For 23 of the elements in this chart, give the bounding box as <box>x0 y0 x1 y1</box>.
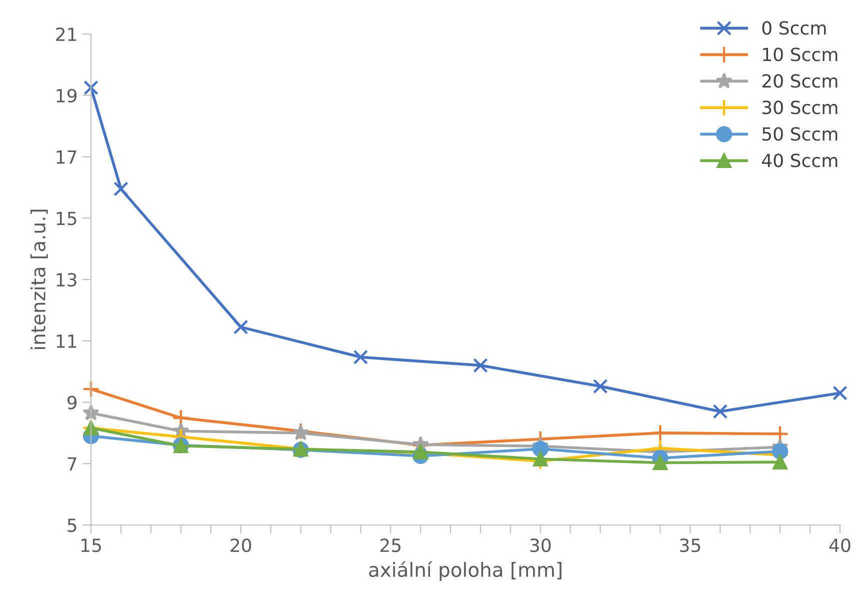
y-tick-label: 17 <box>56 150 76 164</box>
x-tick-label: 20 <box>230 538 252 552</box>
y-axis-title: intenzita [a.u.] <box>30 210 48 350</box>
legend-label: 20 Sccm <box>762 74 838 88</box>
legend-label: 40 Sccm <box>762 154 838 168</box>
y-tick-label: 15 <box>56 212 76 226</box>
y-tick-label: 19 <box>56 88 77 102</box>
y-tick-label: 13 <box>56 272 76 287</box>
y-tick-label: 11 <box>56 334 76 348</box>
legend-label: 10 Sccm <box>763 48 838 62</box>
y-tick-label: 21 <box>56 27 76 41</box>
y-tick-label: 7 <box>68 457 76 470</box>
x-axis-title: axiální poloha [mm] <box>369 561 562 581</box>
x-tick-label: 15 <box>81 538 101 552</box>
legend-label: 30 Sccm <box>762 100 838 114</box>
legend-label: 50 Sccm <box>762 127 838 141</box>
x-tick-label: 35 <box>680 538 700 552</box>
x-tick-label: 30 <box>530 538 551 552</box>
x-tick-label: 25 <box>380 538 401 552</box>
x-tick-label: 40 <box>829 538 850 552</box>
y-tick-label: 9 <box>67 396 77 410</box>
y-tick-label: 5 <box>68 518 76 532</box>
legend-label: 0 Sccm <box>762 21 826 35</box>
